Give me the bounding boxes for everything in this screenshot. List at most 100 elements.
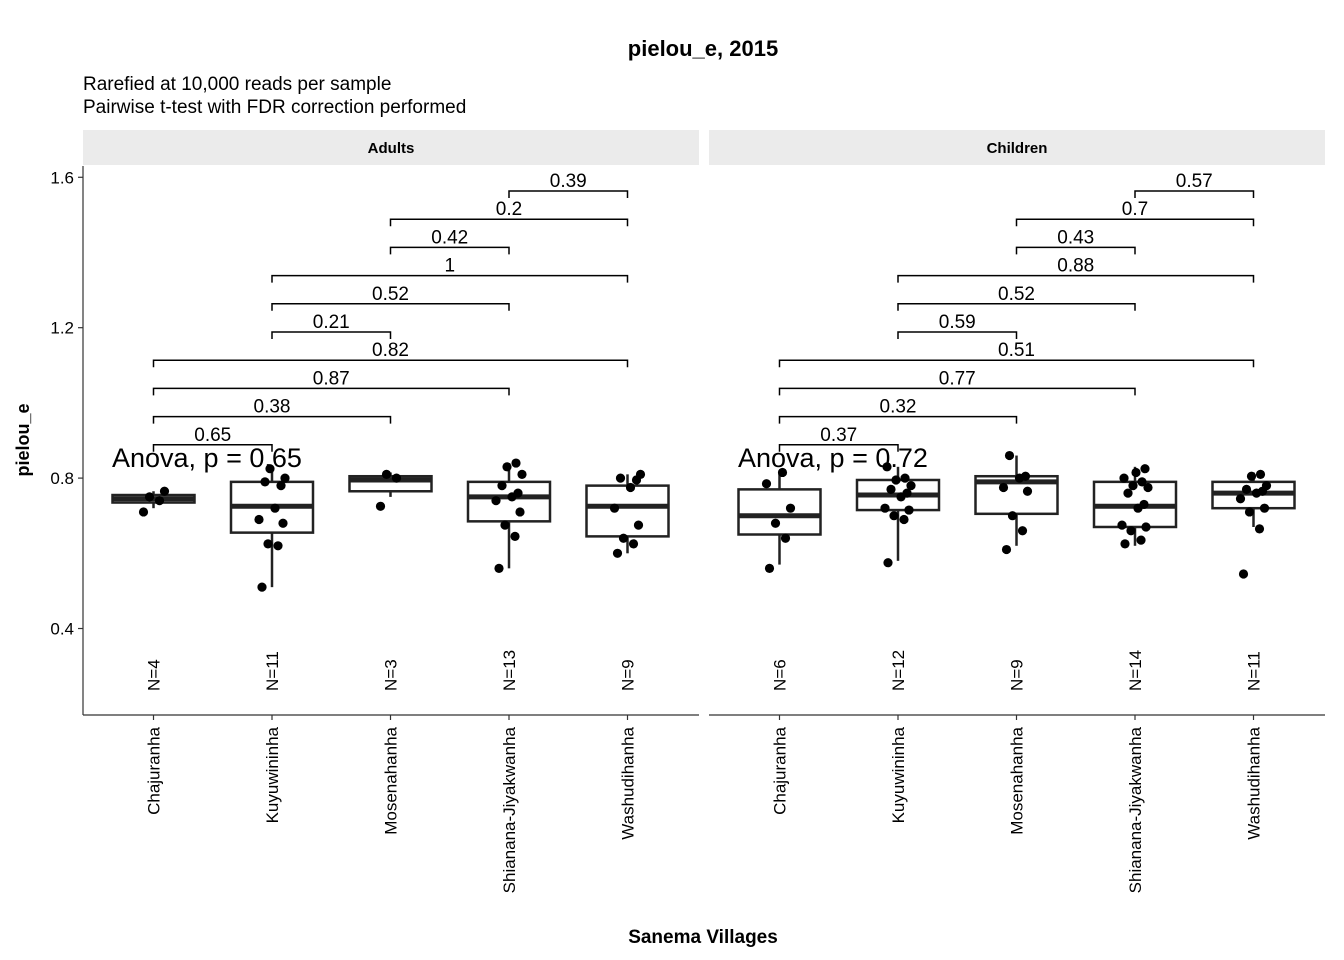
p-value-label: 0.37 <box>820 425 857 446</box>
data-point <box>511 458 521 468</box>
box-body <box>585 484 670 538</box>
bracket-line <box>271 303 510 311</box>
data-point <box>633 520 644 530</box>
bracket-line <box>897 331 1018 339</box>
comparison-bracket: 0.52 <box>897 284 1136 311</box>
box-chajuranha <box>111 491 196 509</box>
y-axis-label: pielou_e <box>13 403 33 476</box>
data-point <box>497 481 507 491</box>
bracket-line <box>152 387 510 396</box>
sample-count-label: N=9 <box>619 659 638 691</box>
facet-strip <box>709 130 1325 165</box>
data-point <box>761 479 772 489</box>
data-point <box>517 469 527 479</box>
data-point <box>280 473 290 483</box>
bracket-line <box>271 331 392 339</box>
data-point <box>502 462 512 472</box>
p-value-label: 0.57 <box>1176 171 1213 192</box>
data-point <box>1143 482 1153 493</box>
comparison-bracket: 0.39 <box>508 171 629 198</box>
p-value-label: 0.77 <box>939 368 976 389</box>
sample-count-label: N=12 <box>889 650 908 691</box>
data-point <box>1255 469 1266 479</box>
data-point <box>1120 539 1130 549</box>
data-point <box>777 467 788 478</box>
box-body <box>466 480 552 523</box>
comparison-bracket: 0.42 <box>389 227 510 255</box>
data-point <box>1136 535 1146 545</box>
data-point <box>880 503 890 513</box>
data-point <box>1259 503 1270 513</box>
sample-count-label: N=11 <box>263 651 282 691</box>
chart-subtitle-line-1: Rarefied at 10,000 reads per sample <box>83 74 391 95</box>
data-point <box>1254 524 1265 534</box>
data-point <box>159 486 170 496</box>
comparison-bracket: 0.37 <box>778 425 899 452</box>
bracket-line <box>1134 190 1255 198</box>
anova-label: Anova, p = 0.65 <box>112 443 302 473</box>
data-point <box>138 507 149 517</box>
facet-strip-label: Adults <box>368 140 415 157</box>
p-value-label: 0.38 <box>254 397 291 418</box>
data-point <box>1007 511 1018 521</box>
comparison-bracket: 0.87 <box>152 368 510 396</box>
x-tick-label: Mosenahanha <box>382 726 401 834</box>
data-point <box>904 505 914 515</box>
data-point <box>1001 544 1012 555</box>
chart-title: pielou_e, 2015 <box>628 36 778 61</box>
data-point <box>1004 450 1015 461</box>
data-point <box>263 539 273 549</box>
bracket-line <box>897 303 1136 311</box>
data-point <box>615 473 626 483</box>
comparison-bracket: 0.88 <box>897 256 1255 283</box>
data-point <box>1261 481 1272 491</box>
data-point <box>381 469 392 479</box>
sample-count-label: N=4 <box>145 659 164 691</box>
p-value-label: 0.65 <box>194 425 231 446</box>
data-point <box>491 496 501 506</box>
box-kuyuwininha <box>229 466 315 588</box>
bracket-line <box>152 444 273 452</box>
bracket-line <box>778 359 1255 368</box>
p-value-label: 0.82 <box>372 340 409 361</box>
x-tick-label: Washudihanha <box>1245 726 1264 839</box>
data-point <box>260 477 270 487</box>
comparison-bracket: 0.77 <box>778 368 1136 396</box>
data-point <box>902 488 912 498</box>
data-point <box>494 563 504 573</box>
data-point <box>513 488 523 498</box>
bracket-line <box>1015 246 1136 255</box>
data-point <box>278 518 288 528</box>
facet-strip <box>83 130 699 165</box>
data-point <box>257 582 267 592</box>
p-value-label: 0.52 <box>372 284 409 305</box>
data-point <box>764 563 775 573</box>
data-point <box>899 514 909 525</box>
data-point <box>1246 471 1257 481</box>
p-value-label: 0.59 <box>939 312 976 333</box>
sample-count-label: N=14 <box>1126 650 1145 691</box>
sample-count-label: N=3 <box>382 659 401 691</box>
p-value-label: 0.42 <box>431 227 468 248</box>
data-point <box>1117 520 1127 530</box>
x-tick-label: Washudihanha <box>619 726 638 839</box>
comparison-bracket: 0.32 <box>778 397 1018 424</box>
box-shianana-jiyakwanha <box>466 463 552 569</box>
bracket-line <box>389 218 629 227</box>
p-value-label: 0.43 <box>1057 227 1094 248</box>
data-point <box>1137 477 1147 487</box>
comparison-bracket: 1 <box>271 256 629 283</box>
y-axis: 0.4 0.8 1.2 1.6 <box>50 168 83 639</box>
x-tick-label: Shianana-Jiyakwanha <box>1126 726 1145 893</box>
data-point <box>998 482 1009 493</box>
data-point <box>1235 494 1246 504</box>
y-tick-label-2: 1.2 <box>50 319 74 338</box>
data-point <box>770 518 781 528</box>
y-tick-label-3: 1.6 <box>50 168 74 187</box>
p-value-label: 0.2 <box>496 199 522 220</box>
comparison-bracket: 0.59 <box>897 312 1018 339</box>
data-point <box>1139 499 1149 510</box>
bracket-line <box>508 190 629 198</box>
data-point <box>375 501 386 511</box>
